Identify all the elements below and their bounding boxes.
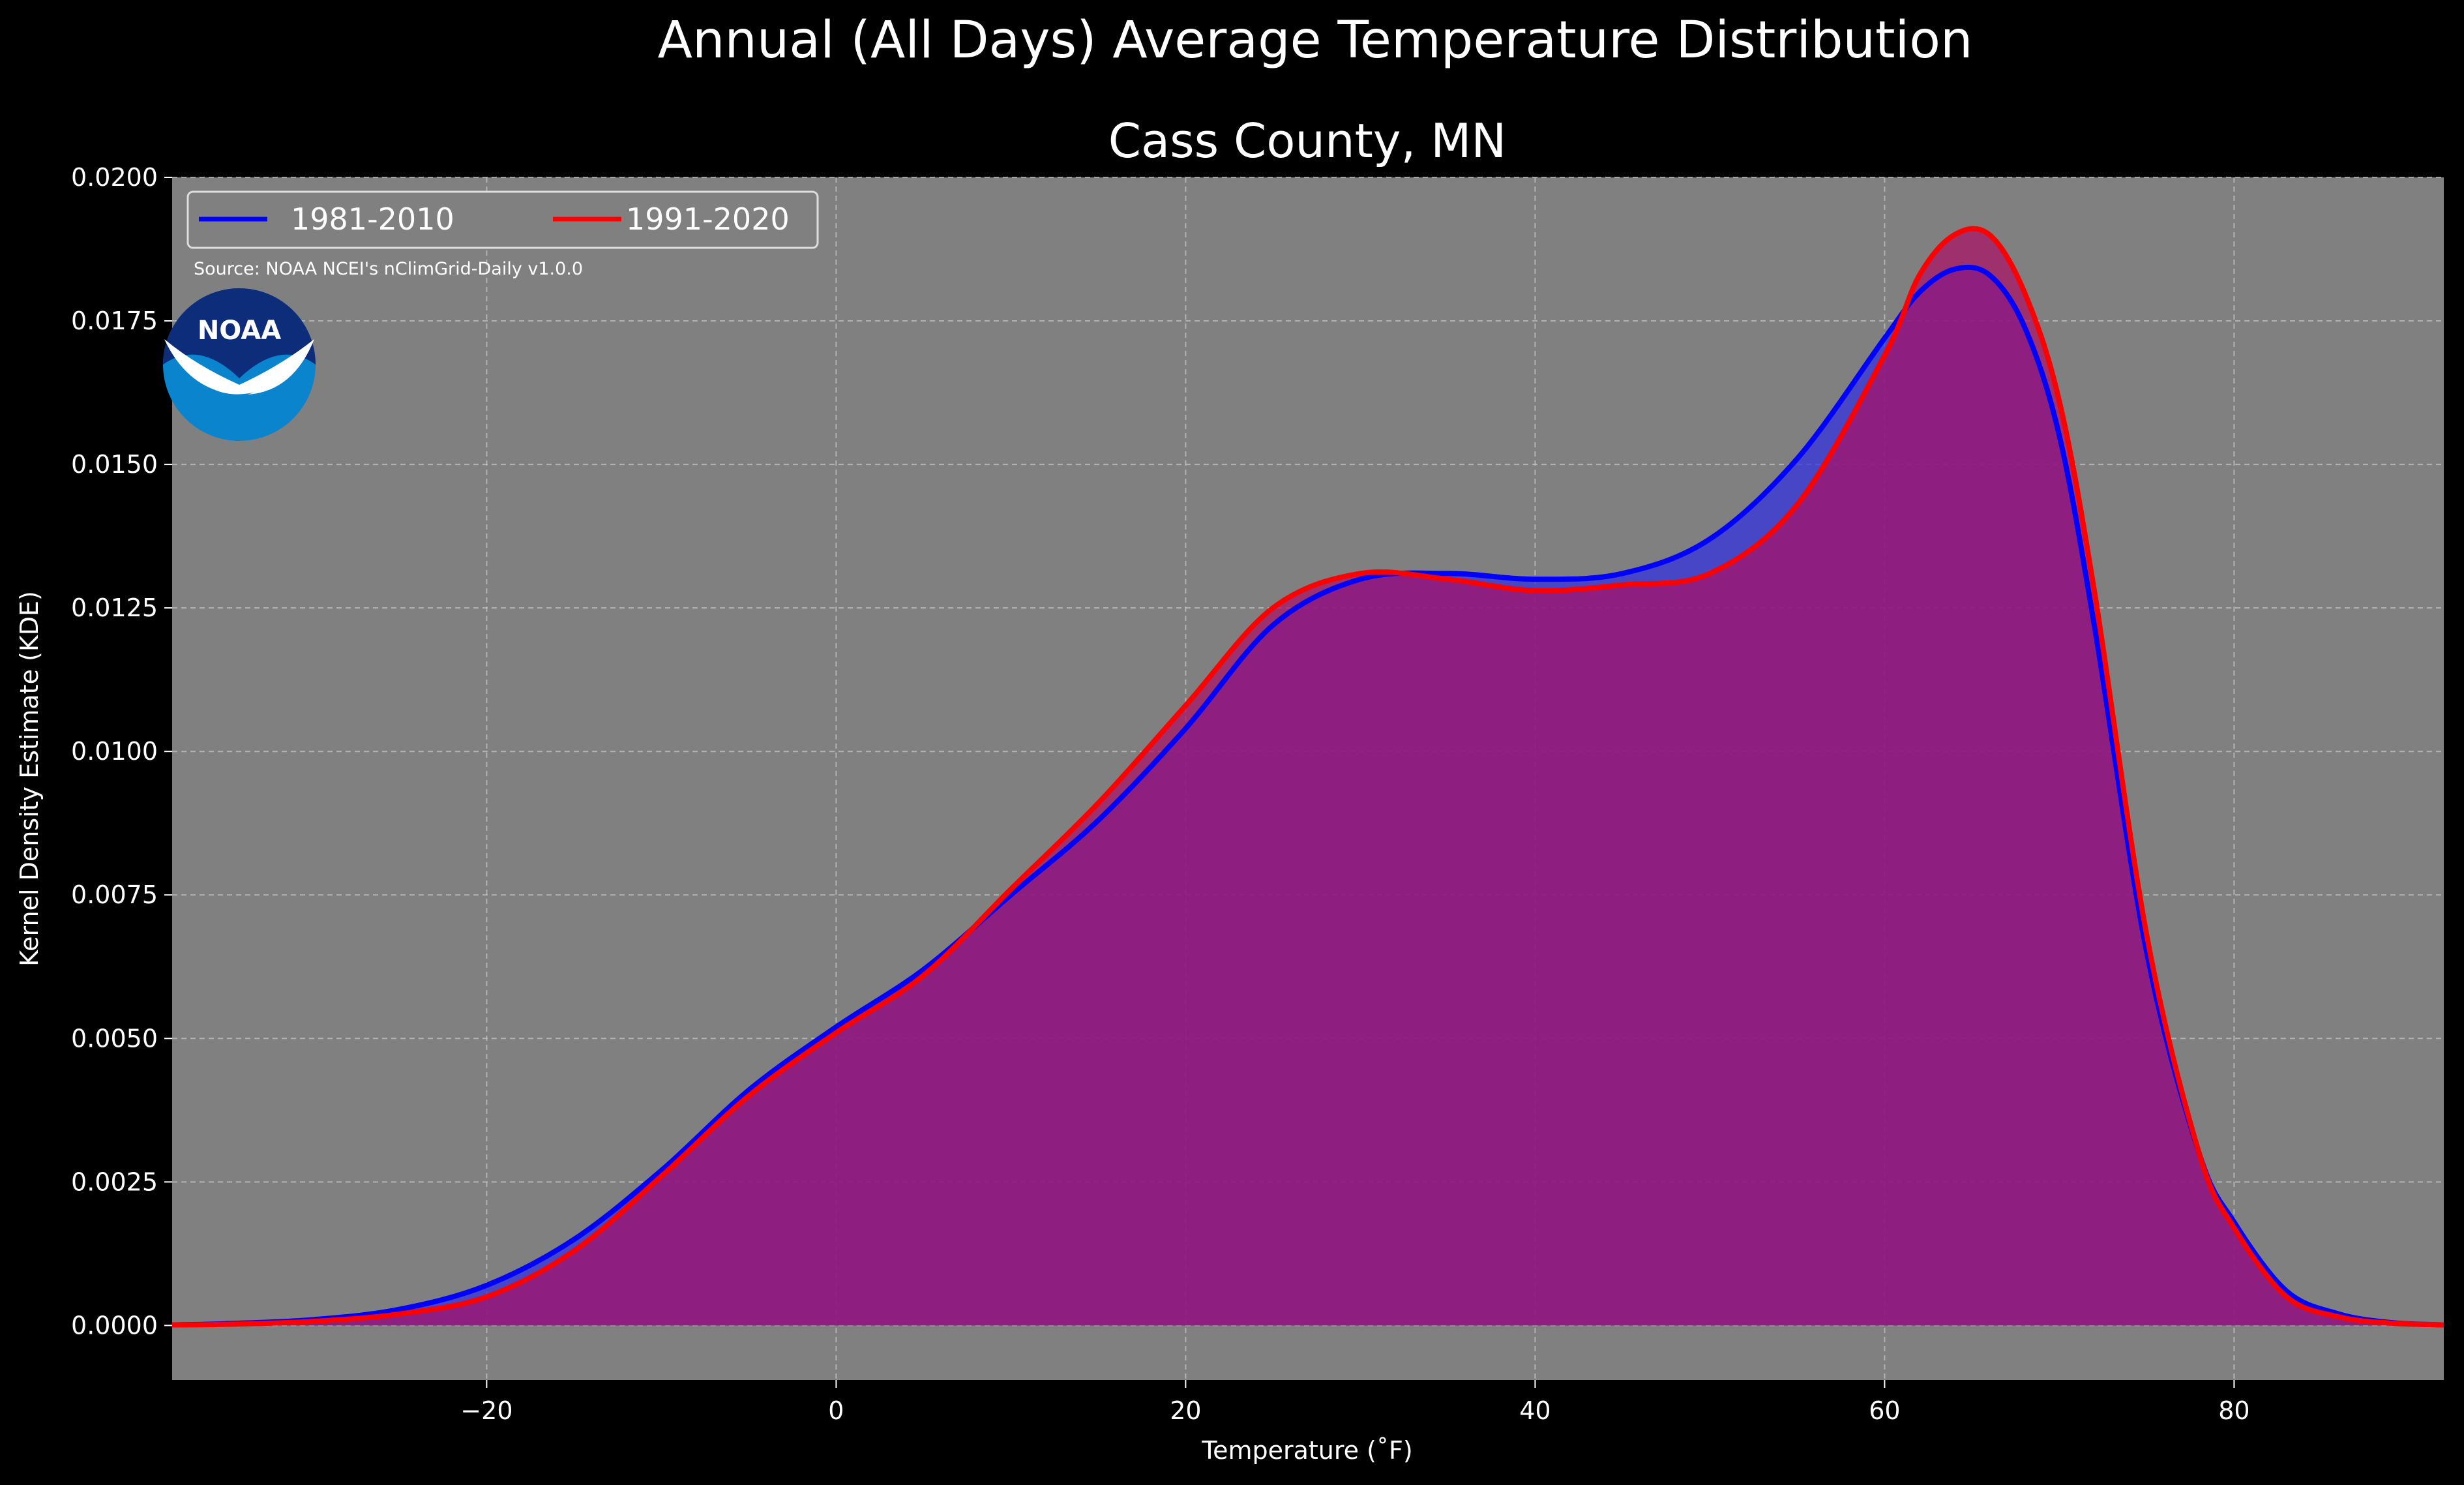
y-tick-label: 0.0025 [71, 1167, 158, 1196]
x-tick-label: 60 [1869, 1396, 1900, 1425]
series-line-1981-2010 [171, 264, 2444, 1328]
noaa-logo-text: NOAA [198, 316, 281, 346]
y-tick-label: 0.0175 [71, 307, 158, 335]
source-annotation: Source: NOAA NCEI's nClimGrid-Daily v1.0… [194, 259, 583, 279]
x-tick-label: 40 [1519, 1396, 1551, 1425]
y-tick-label: 0.0125 [71, 593, 158, 622]
y-tick-label: 0.0100 [71, 737, 158, 766]
series-line-1991-2020 [171, 226, 2444, 1328]
y-axis-label: Kernel Density Estimate (KDE) [15, 591, 44, 967]
y-tick-label: 0.0075 [71, 880, 158, 909]
chart-subtitle: Cass County, MN [1108, 113, 1507, 168]
legend-label-1991-2020: 1991-2020 [626, 202, 790, 237]
x-tick-label: 0 [828, 1396, 844, 1425]
legend-label-1981-2010: 1981-2010 [291, 202, 454, 237]
y-tick-label: 0.0200 [71, 163, 158, 192]
axes: −20 0 20 40 60 80 0.0000 0.0025 0.0050 0.0075 0.01… [71, 163, 2250, 1425]
x-tick-label: 20 [1170, 1396, 1201, 1425]
series-layer [171, 226, 2444, 1328]
x-tick-label: 80 [2218, 1396, 2249, 1425]
x-axis-label: Temperature (˚F) [1201, 1436, 1412, 1465]
y-tick-label: 0.0150 [71, 450, 158, 479]
y-tick-label: 0.0050 [71, 1024, 158, 1053]
legend: 1981-2010 1991-2020 [186, 190, 819, 249]
series-area-1991-2020 [172, 228, 2444, 1326]
y-tick-label: 0.0000 [71, 1311, 158, 1340]
noaa-logo: NOAA [163, 288, 316, 441]
x-tick-label: −20 [460, 1396, 512, 1425]
chart-title: Annual (All Days) Average Temperature Di… [658, 11, 1973, 70]
legend-box [186, 190, 819, 249]
